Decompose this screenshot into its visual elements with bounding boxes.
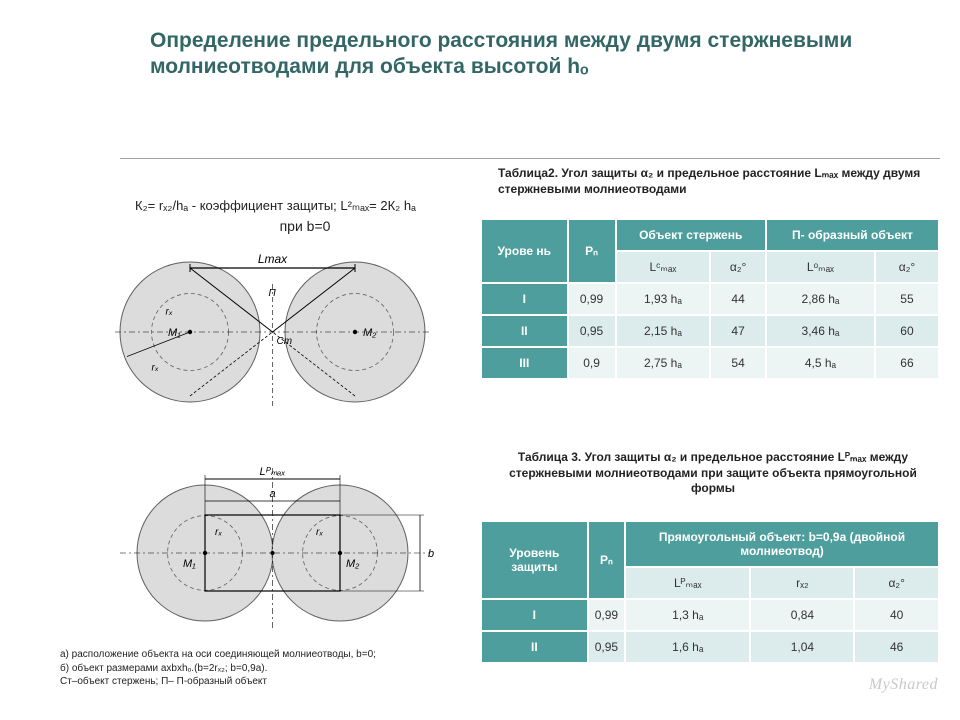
t3-h2-rx: rₓ₂ [750, 567, 854, 599]
svg-text:М₂: М₂ [346, 558, 360, 570]
cell-a: 40 [854, 599, 939, 631]
cell-lo: 3,46 hₐ [766, 315, 875, 347]
footnote-a: a) расположение объекта на оси соединяющ… [60, 648, 490, 662]
cell-a: 46 [854, 631, 939, 663]
cell-a1: 54 [710, 347, 766, 379]
formula-block: К₂= rₓ₂/hₐ - коэффициент защиты; L²ₘₐₓ= … [135, 198, 475, 234]
svg-text:П: П [269, 288, 277, 299]
table-row: II0,952,15 hₐ473,46 hₐ60 [481, 315, 939, 347]
t3-h2-lp: Lᴾₘₐₓ [625, 567, 750, 599]
svg-text:М₁: М₁ [168, 327, 181, 339]
cell-pn: 0,95 [588, 631, 625, 663]
cell-pn: 0,95 [568, 315, 616, 347]
t3-h-rect: Прямоугольный объект: b=0,9а (двойной мо… [625, 521, 939, 567]
table2-caption: Таблица2. Угол защиты α₂ и предельное ра… [498, 166, 928, 197]
cell-level: I [481, 599, 588, 631]
watermark: MyShared [869, 676, 938, 694]
cell-lo: 2,86 hₐ [766, 283, 875, 315]
t2-h2-lc: Lᶜₘₐₓ [616, 251, 711, 283]
t3-h-level: Уровень защиты [481, 521, 588, 599]
footnote-c: Ст–объект стержень; П– П-образный объект [60, 675, 490, 689]
page-title: Определение предельного расстояния между… [150, 28, 920, 81]
cell-rx: 1,04 [750, 631, 854, 663]
t2-h2-lo: Lᵒₘₐₓ [766, 251, 875, 283]
cell-level: II [481, 315, 568, 347]
cell-lc: 1,93 hₐ [616, 283, 711, 315]
t3-h-pn: Рₙ [588, 521, 625, 599]
t2-h2-a1: α₂° [710, 251, 766, 283]
footnotes: a) расположение объекта на оси соединяющ… [60, 648, 490, 689]
diagram-bottom: LᴾₘₐₓabМ₁М₂rₓrₓ [95, 448, 450, 638]
cell-rx: 0,84 [750, 599, 854, 631]
table2: Урове нь Рₙ Объект стержень П- образный … [480, 218, 940, 380]
cell-lc: 2,15 hₐ [616, 315, 711, 347]
table-row: II0,951,6 hₐ1,0446 [481, 631, 939, 663]
svg-text:b: b [428, 548, 434, 560]
svg-text:М₁: М₁ [183, 558, 196, 570]
cell-a1: 44 [710, 283, 766, 315]
cell-level: II [481, 631, 588, 663]
divider [120, 158, 940, 159]
diagram-top: Lmax М₁ М₂ Ст Пrₓ rₓ [95, 250, 450, 415]
cell-pn: 0,9 [568, 347, 616, 379]
svg-text:М₂: М₂ [363, 327, 377, 339]
footnote-b: б) объект размерами axbxhₒ.(b=2rₓ₂; b=0,… [60, 662, 490, 676]
t2-h-pobj: П- образный объект [766, 219, 939, 251]
table-row: III0,92,75 hₐ544,5 hₐ66 [481, 347, 939, 379]
cell-lp: 1,3 hₐ [625, 599, 750, 631]
formula-text: К₂= rₓ₂/hₐ - коэффициент защиты; L²ₘₐₓ= … [135, 198, 416, 213]
t2-h2-a2: α₂° [875, 251, 939, 283]
table3: Уровень защиты Рₙ Прямоугольный объект: … [480, 520, 940, 664]
cell-pn: 0,99 [568, 283, 616, 315]
t2-h-obj: Объект стержень [616, 219, 766, 251]
table3-caption: Таблица 3. Угол защиты α₂ и предельное р… [498, 450, 928, 497]
t2-h-level: Урове нь [481, 219, 568, 283]
cell-a2: 55 [875, 283, 939, 315]
svg-text:rₓ: rₓ [166, 307, 173, 318]
t3-h2-a: α₂° [854, 567, 939, 599]
cell-a1: 47 [710, 315, 766, 347]
svg-text:rₓ: rₓ [152, 363, 159, 374]
cell-level: III [481, 347, 568, 379]
svg-text:rₓ: rₓ [215, 527, 222, 538]
table-row: I0,991,93 hₐ442,86 hₐ55 [481, 283, 939, 315]
cell-lp: 1,6 hₐ [625, 631, 750, 663]
svg-text:Ст: Ст [277, 336, 293, 347]
cell-a2: 60 [875, 315, 939, 347]
formula-sub: при b=0 [135, 218, 475, 234]
cell-level: I [481, 283, 568, 315]
cell-pn: 0,99 [588, 599, 625, 631]
svg-text:Lmax: Lmax [258, 252, 288, 266]
cell-lo: 4,5 hₐ [766, 347, 875, 379]
t2-h-pn: Рₙ [568, 219, 616, 283]
cell-lc: 2,75 hₐ [616, 347, 711, 379]
cell-a2: 66 [875, 347, 939, 379]
table-row: I0,991,3 hₐ0,8440 [481, 599, 939, 631]
svg-text:rₓ: rₓ [316, 527, 323, 538]
